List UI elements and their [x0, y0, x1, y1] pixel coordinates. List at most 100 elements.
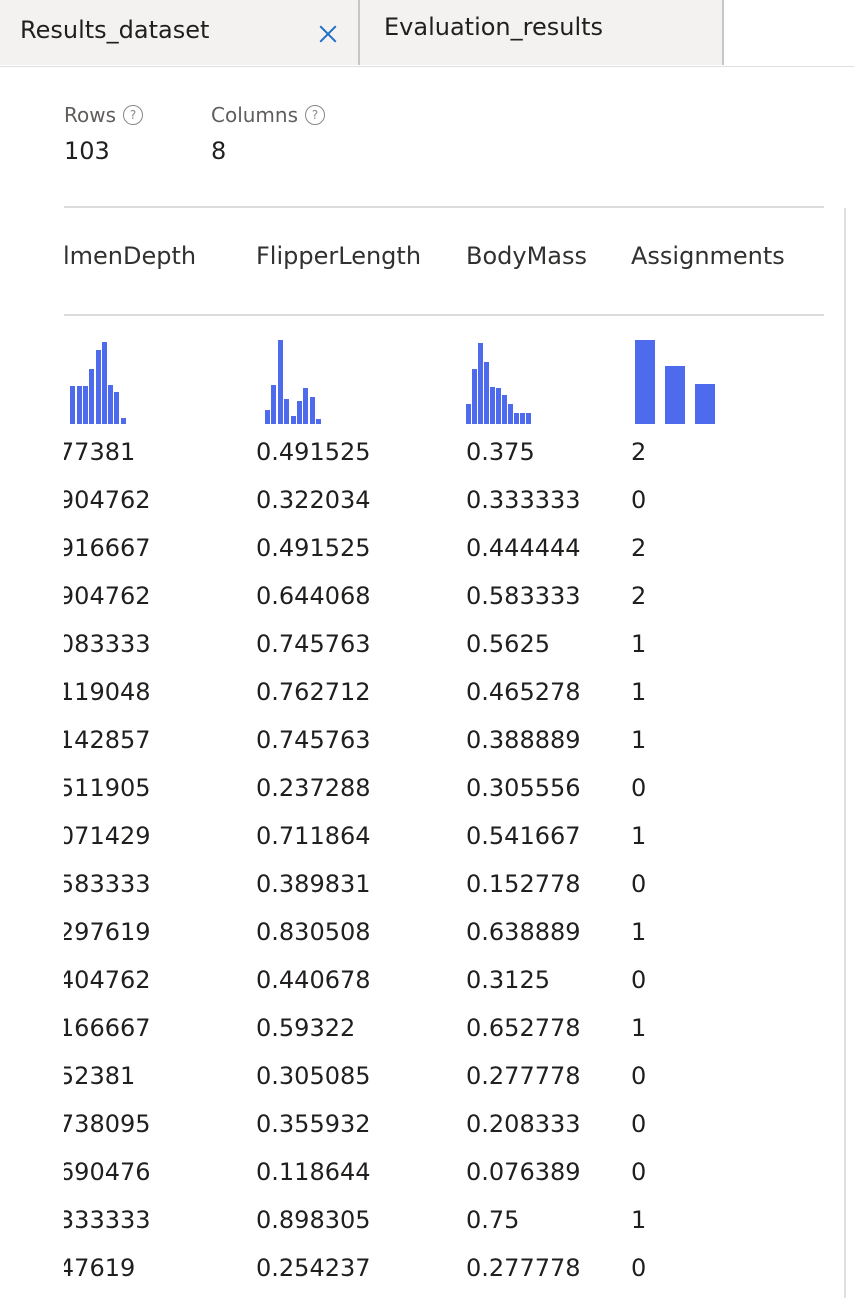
histogram-bar [284, 399, 290, 424]
table-cell: 0.142857 [64, 726, 151, 754]
cell-clip: 0.904762 [64, 486, 234, 526]
cell-clip: 0.404762 [64, 966, 234, 1006]
tab-evaluation-results[interactable]: Evaluation_results [360, 0, 724, 65]
table-cell: 1 [631, 726, 647, 754]
histogram-bar [277, 340, 283, 424]
histogram-bar [265, 410, 270, 424]
table-cell: 0.904762 [64, 582, 151, 610]
table-cell: 0.333333 [466, 486, 581, 514]
table-cell: 0.254237 [256, 1254, 371, 1282]
cell-clip: 0.166667 [64, 1014, 234, 1054]
histogram-bar [120, 418, 126, 424]
histogram-bar [466, 404, 471, 424]
table-cell: 0.491525 [256, 534, 371, 562]
tab-results-dataset[interactable]: Results_dataset [0, 0, 360, 65]
table-cell: 0 [631, 774, 647, 802]
table-cell: 0.59322 [256, 1014, 356, 1042]
help-icon[interactable]: ? [305, 105, 326, 125]
table-cell: 0.333333 [64, 1206, 151, 1234]
table-cell: 0.440678 [256, 966, 371, 994]
column-header-bodymass[interactable]: BodyMass [466, 242, 588, 270]
columns-stat: Columns? 8 [211, 103, 326, 165]
cell-clip: 0.916667 [64, 534, 234, 574]
histogram-bar [89, 369, 95, 424]
cell-clip: 0.142857 [64, 726, 234, 766]
table-cell: 0.916667 [64, 534, 151, 562]
table-cell: 0.511905 [64, 774, 151, 802]
table-cell: 0.652778 [466, 1014, 581, 1042]
table-cell: 0.738095 [64, 1110, 151, 1138]
table-cell: 0.830508 [256, 918, 371, 946]
table-cell: 0.762712 [256, 678, 371, 706]
cell-clip: 0.77381 [64, 438, 234, 478]
columns-value: 8 [211, 137, 227, 165]
histogram-bar [635, 340, 655, 424]
histogram-bar [95, 350, 101, 424]
column-header-assignments[interactable]: Assignments [631, 242, 785, 270]
divider [64, 314, 824, 316]
rows-value: 103 [64, 137, 110, 165]
table-cell: 0.277778 [466, 1254, 581, 1282]
histogram-bar [520, 413, 525, 424]
table-cell: 0.166667 [64, 1014, 151, 1042]
cell-clip: 0.47619 [64, 1254, 234, 1294]
table-cell: 0.745763 [256, 630, 371, 658]
scroll-divider [844, 208, 846, 1298]
table-cell: 0 [631, 1158, 647, 1186]
histogram-bar [290, 416, 296, 424]
histogram-bar [108, 385, 114, 424]
table-cell: 2 [631, 438, 647, 466]
histogram-bar [82, 386, 88, 424]
table-cell: 1 [631, 822, 647, 850]
cell-clip: 0.690476 [64, 1158, 234, 1198]
columns-label: Columns [211, 103, 299, 127]
histogram-bar [478, 343, 483, 424]
histogram-bar [271, 385, 277, 424]
cell-clip: 0.52381 [64, 1062, 234, 1102]
table-cell: 0.237288 [256, 774, 371, 802]
table-cell: 1 [631, 630, 647, 658]
histogram-bar [508, 404, 513, 424]
histogram-bar [101, 342, 107, 424]
histogram-bodymass [466, 336, 566, 424]
table-cell: 0.297619 [64, 918, 151, 946]
header-clip: CulmenDepth [64, 242, 244, 282]
table-cell: 0.644068 [256, 582, 371, 610]
table-cell: 0.465278 [466, 678, 581, 706]
histogram-bar [114, 392, 120, 424]
histogram-bar [484, 362, 489, 424]
table-cell: 0.083333 [64, 630, 151, 658]
table-cell: 0.389831 [256, 870, 371, 898]
cell-clip: 0.083333 [64, 630, 234, 670]
table-cell: 0.208333 [466, 1110, 581, 1138]
histogram-bar [316, 419, 322, 424]
table-cell: 0.404762 [64, 966, 151, 994]
histogram-assignments [635, 336, 735, 424]
table-cell: 0.690476 [64, 1158, 151, 1186]
column-header-culmendepth[interactable]: CulmenDepth [64, 242, 197, 270]
table-cell: 1 [631, 1206, 647, 1234]
table-cell: 0.583333 [466, 582, 581, 610]
histogram-bar [490, 387, 495, 424]
table-cell: 0 [631, 870, 647, 898]
histogram-bar [526, 413, 531, 424]
help-icon[interactable]: ? [123, 105, 144, 125]
table-cell: 0.52381 [64, 1062, 136, 1090]
table-cell: 0.119048 [64, 678, 151, 706]
table-cell: 0.277778 [466, 1062, 581, 1090]
table-cell: 0 [631, 1062, 647, 1090]
histogram-bar [70, 386, 76, 424]
table-cell: 0.75 [466, 1206, 520, 1234]
column-header-flipperlength[interactable]: FlipperLength [256, 242, 422, 270]
tab-label: Results_dataset [20, 16, 210, 44]
cell-clip: 0.738095 [64, 1110, 234, 1150]
divider [64, 206, 824, 208]
table-cell: 0.638889 [466, 918, 581, 946]
table-cell: 0.444444 [466, 534, 581, 562]
table-cell: 0.152778 [466, 870, 581, 898]
close-icon[interactable] [316, 22, 340, 46]
table-cell: 0.388889 [466, 726, 581, 754]
table-cell: 0.3125 [466, 966, 550, 994]
histogram-bar [297, 401, 302, 424]
table-cell: 0.118644 [256, 1158, 371, 1186]
